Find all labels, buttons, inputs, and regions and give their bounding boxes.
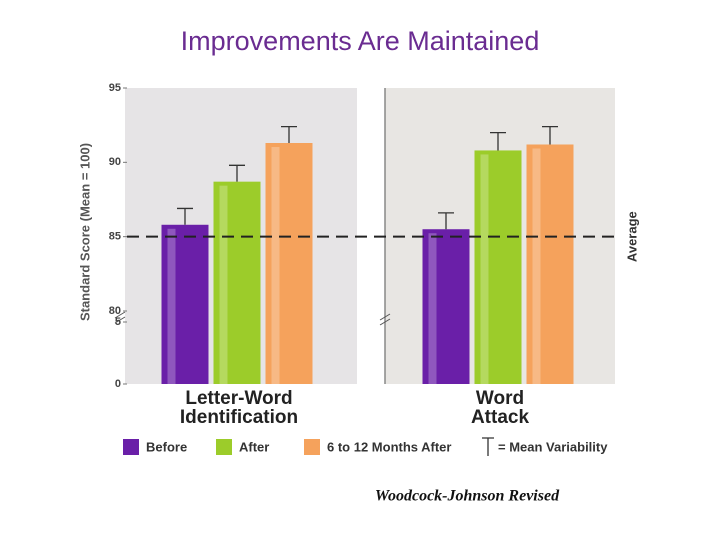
chart-title: Improvements Are Maintained xyxy=(181,26,540,56)
bar-highlight xyxy=(167,228,176,384)
legend-error-symbol xyxy=(482,437,494,456)
bar-highlight xyxy=(219,185,228,384)
error-bar xyxy=(438,212,454,230)
error-bar xyxy=(177,207,193,225)
bar xyxy=(422,229,470,384)
axis-break xyxy=(114,311,391,326)
bar xyxy=(474,150,522,384)
y-tick-label: 0 xyxy=(115,378,121,390)
error-bar xyxy=(542,126,558,145)
legend-swatch xyxy=(304,439,320,455)
y-tick-label: 80 xyxy=(109,305,121,317)
bar-highlight xyxy=(271,147,280,384)
bar xyxy=(526,144,574,384)
reference-label: Average xyxy=(624,211,639,262)
bar-highlight xyxy=(428,233,437,384)
y-axis-label: Standard Score (Mean = 100) xyxy=(77,143,92,321)
legend-label: 6 to 12 Months After xyxy=(327,439,451,454)
legend-label: Before xyxy=(146,439,187,454)
x-tick-label: Letter-Word Identification xyxy=(179,388,299,428)
y-tick-label: 90 xyxy=(109,156,121,168)
error-bar xyxy=(281,126,297,144)
source: Woodcock-Johnson Revised xyxy=(375,488,560,505)
bar xyxy=(213,181,261,384)
y-tick-label: 85 xyxy=(109,231,121,243)
bar xyxy=(265,143,313,384)
legend-swatch xyxy=(123,439,139,455)
bar xyxy=(161,224,209,384)
bar-highlight xyxy=(480,154,489,384)
legend-label: = Mean Variability xyxy=(498,439,608,454)
legend-swatch xyxy=(216,439,232,455)
x-tick-label: Word Attack xyxy=(470,388,530,428)
y-tick-label: 95 xyxy=(109,82,121,94)
bar-highlight xyxy=(532,148,541,384)
legend-label: After xyxy=(239,439,269,454)
error-bar xyxy=(229,164,245,182)
error-bar xyxy=(490,131,506,151)
y-tick-label: 5 xyxy=(115,316,121,328)
